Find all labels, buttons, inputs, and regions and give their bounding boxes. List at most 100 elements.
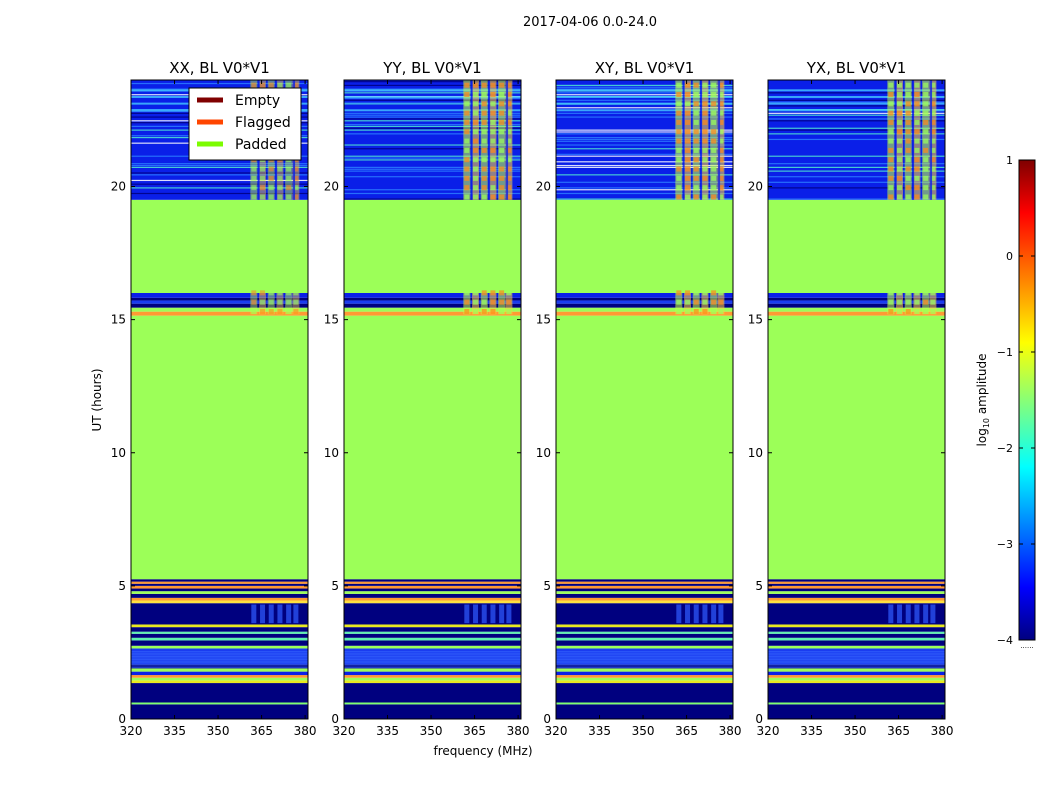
time-band xyxy=(344,311,521,316)
y-tick-label: 0 xyxy=(543,712,551,726)
rfi-blob xyxy=(473,166,479,172)
time-band xyxy=(131,581,308,584)
rfi-blob xyxy=(293,194,299,200)
rfi-blob xyxy=(481,129,487,135)
x-tick-label: 380 xyxy=(507,724,530,738)
noise-stripe xyxy=(556,133,733,135)
noise-stripe xyxy=(344,118,521,120)
rfi-blob xyxy=(506,175,512,181)
rfi-stripe xyxy=(693,604,699,624)
rfi-blob xyxy=(293,166,299,172)
rfi-blob xyxy=(464,290,470,296)
rfi-blob xyxy=(923,290,929,296)
noise-stripe xyxy=(344,81,521,83)
rfi-stripe xyxy=(888,604,894,624)
noise-stripe xyxy=(556,129,733,131)
rfi-blob xyxy=(499,101,505,107)
noise-stripe xyxy=(131,660,308,662)
rfi-blob xyxy=(499,157,505,163)
rfi-blob xyxy=(914,175,920,181)
rfi-blob xyxy=(702,91,708,97)
noise-stripe xyxy=(556,107,733,109)
rfi-blob xyxy=(711,290,717,296)
rfi-blob xyxy=(693,82,699,88)
rfi-blob xyxy=(464,299,470,305)
rfi-blob xyxy=(286,308,292,314)
rfi-blob xyxy=(702,82,708,88)
rfi-blob xyxy=(693,194,699,200)
rfi-blob xyxy=(676,308,682,314)
time-band xyxy=(131,627,308,632)
noise-stripe xyxy=(131,166,308,168)
time-band xyxy=(768,645,945,649)
rfi-blob xyxy=(711,147,717,153)
time-band xyxy=(768,315,945,580)
noise-stripe xyxy=(556,665,733,667)
rfi-stripe xyxy=(506,604,512,624)
rfi-blob xyxy=(718,175,724,181)
y-tick-label: 20 xyxy=(324,180,339,194)
rfi-blob xyxy=(506,91,512,97)
rfi-stripe xyxy=(499,604,505,624)
noise-stripe xyxy=(768,163,945,165)
rfi-blob xyxy=(905,308,911,314)
noise-stripe xyxy=(556,99,733,101)
rfi-blob xyxy=(473,175,479,181)
rfi-blob xyxy=(685,147,691,153)
time-band xyxy=(556,680,733,684)
colorbar-tick-label: −4 xyxy=(997,634,1013,647)
time-band xyxy=(344,677,521,681)
noise-stripe xyxy=(768,652,945,654)
time-band xyxy=(131,668,308,672)
rfi-stripe xyxy=(923,604,929,624)
spectrogram xyxy=(131,80,308,719)
noise-stripe xyxy=(556,84,733,86)
noise-stripe xyxy=(131,665,308,667)
colorbar: log10 amplitude ...... 1 0 −1 −2 −3 −4 xyxy=(975,154,1036,650)
rfi-blob xyxy=(685,101,691,107)
time-band xyxy=(556,591,733,594)
time-band xyxy=(556,640,733,646)
time-band xyxy=(131,633,308,638)
rfi-blob xyxy=(481,290,487,296)
rfi-blob xyxy=(897,185,903,191)
rfi-blob xyxy=(490,166,496,172)
rfi-blob xyxy=(473,129,479,135)
rfi-blob xyxy=(293,82,299,88)
noise-stripe xyxy=(344,125,521,127)
colorbar-tick-label: −3 xyxy=(997,538,1013,551)
time-band xyxy=(768,307,945,312)
rfi-blob xyxy=(499,129,505,135)
time-band xyxy=(556,627,733,632)
rfi-stripe xyxy=(490,604,496,624)
x-tick-label: 365 xyxy=(250,724,273,738)
noise-stripe xyxy=(768,181,945,183)
time-band xyxy=(131,311,308,316)
y-tick-label: 20 xyxy=(111,180,126,194)
rfi-gap xyxy=(718,80,721,200)
y-tick-label: 0 xyxy=(331,712,339,726)
rfi-blob xyxy=(718,138,724,144)
time-band xyxy=(344,683,521,703)
rfi-blob xyxy=(499,175,505,181)
rfi-blob xyxy=(481,138,487,144)
rfi-blob xyxy=(930,194,936,200)
legend-label: Flagged xyxy=(235,115,291,131)
colorbar-underlabel: ...... xyxy=(1020,642,1033,650)
time-band xyxy=(344,199,521,293)
rfi-blob xyxy=(499,110,505,116)
rfi-blob xyxy=(905,110,911,116)
noise-stripe xyxy=(131,82,308,85)
rfi-blob xyxy=(930,129,936,135)
rfi-blob xyxy=(923,91,929,97)
noise-stripe xyxy=(131,187,308,189)
rfi-blob xyxy=(888,185,894,191)
time-band xyxy=(768,677,945,681)
rfi-blob xyxy=(923,157,929,163)
noise-stripe xyxy=(768,118,945,120)
x-tick-label: 350 xyxy=(844,724,867,738)
rfi-blob xyxy=(897,175,903,181)
rfi-blob xyxy=(293,175,299,181)
noise-stripe xyxy=(556,659,733,661)
rfi-blob xyxy=(888,147,894,153)
